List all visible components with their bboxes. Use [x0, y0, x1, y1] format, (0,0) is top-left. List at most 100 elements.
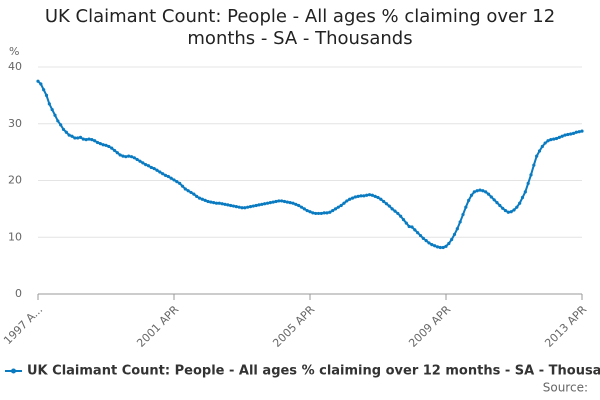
point: [47, 102, 51, 106]
point: [546, 139, 550, 143]
point: [345, 199, 349, 203]
point: [127, 154, 131, 158]
point: [192, 192, 196, 196]
point: [268, 201, 272, 205]
point: [285, 200, 289, 204]
point: [197, 196, 202, 200]
chart-title: UK Claimant Count: People - All ages % c…: [44, 6, 556, 49]
line: [37, 80, 583, 249]
point: [552, 137, 556, 141]
point: [532, 163, 536, 167]
point: [73, 136, 77, 140]
point: [359, 194, 363, 198]
point: [464, 205, 468, 209]
point: [138, 159, 142, 163]
point: [141, 161, 145, 165]
point: [557, 135, 561, 139]
point: [172, 178, 176, 182]
point: [104, 143, 108, 147]
point: [495, 201, 499, 205]
point: [155, 168, 159, 172]
legend-marker: [11, 368, 16, 374]
point: [501, 206, 505, 210]
point: [246, 205, 250, 209]
point: [509, 210, 513, 214]
point: [112, 148, 117, 153]
point: [452, 232, 457, 237]
source: Source:: [543, 381, 588, 395]
point: [540, 144, 544, 149]
point: [118, 153, 122, 157]
point: [135, 157, 139, 162]
point: [36, 79, 40, 83]
point: [325, 211, 329, 215]
point: [291, 201, 295, 205]
point: [393, 209, 397, 213]
point: [237, 205, 241, 209]
point: [277, 199, 281, 203]
point: [543, 141, 547, 145]
point: [384, 202, 389, 206]
point: [214, 201, 219, 205]
point: [529, 173, 533, 177]
point: [416, 231, 420, 235]
y-tick-label: 40: [8, 60, 22, 73]
legend-label: UK Claimant Count: People - All ages % c…: [27, 364, 600, 379]
point: [200, 197, 204, 201]
point: [186, 189, 190, 193]
point: [348, 197, 352, 201]
point: [229, 203, 233, 208]
point: [367, 193, 372, 197]
point: [59, 123, 63, 127]
point: [435, 245, 440, 249]
point: [467, 198, 471, 202]
point: [146, 164, 151, 168]
point: [78, 135, 83, 139]
point: [107, 144, 111, 149]
point: [98, 142, 102, 146]
point: [166, 174, 170, 179]
point: [571, 131, 576, 135]
point: [56, 119, 60, 123]
point: [144, 163, 148, 167]
point: [70, 134, 74, 138]
point: [101, 143, 105, 147]
point: [183, 187, 187, 191]
point: [149, 165, 153, 170]
point: [161, 172, 165, 176]
point: [404, 221, 408, 225]
point: [574, 130, 578, 134]
point: [554, 136, 559, 141]
point: [580, 129, 584, 133]
point: [413, 228, 417, 232]
point: [311, 211, 315, 215]
point: [240, 206, 244, 210]
point: [362, 194, 366, 198]
point: [206, 199, 210, 204]
point: [441, 245, 445, 250]
point: [265, 201, 270, 205]
point: [563, 133, 567, 137]
point: [124, 155, 128, 159]
point: [489, 195, 493, 199]
point: [231, 204, 236, 208]
point: [314, 211, 318, 216]
point: [163, 173, 168, 177]
x-tick-label: 1997 A...: [1, 303, 45, 347]
point: [512, 208, 516, 212]
point: [110, 146, 114, 150]
point: [282, 199, 287, 204]
point: [430, 243, 434, 247]
point: [328, 210, 332, 214]
point: [243, 206, 247, 210]
point: [132, 156, 136, 160]
point: [399, 214, 403, 218]
x-tick-label: 2009 APR: [406, 303, 453, 350]
point: [396, 211, 400, 216]
point: [444, 244, 448, 248]
point: [537, 149, 542, 153]
point: [560, 134, 564, 138]
point: [299, 205, 304, 209]
point: [498, 203, 502, 208]
